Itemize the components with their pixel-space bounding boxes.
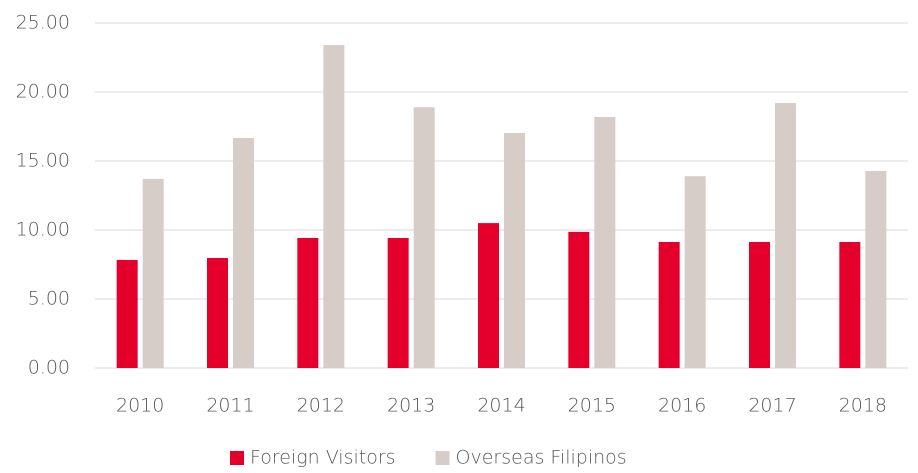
bar <box>478 223 499 368</box>
legend-swatch <box>230 451 244 465</box>
y-tick-label: 15.00 <box>16 150 70 172</box>
legend-label: Overseas Filipinos <box>456 447 627 469</box>
bar <box>142 178 164 368</box>
y-tick-label: 25.00 <box>16 12 70 34</box>
bar <box>207 258 228 368</box>
y-tick-label: 5.00 <box>28 288 70 310</box>
bar <box>233 137 254 368</box>
x-tick-label: 2014 <box>477 395 525 417</box>
bar <box>749 242 770 368</box>
y-tick-label: 0.00 <box>28 357 70 379</box>
y-tick-label: 20.00 <box>16 81 70 103</box>
legend-swatch <box>435 451 450 465</box>
x-tick-label: 2011 <box>206 395 254 417</box>
bar <box>387 238 409 368</box>
x-tick-label: 2018 <box>839 395 887 417</box>
x-tick-label: 2012 <box>297 395 345 417</box>
bar <box>594 116 616 368</box>
x-tick-label: 2015 <box>568 395 616 417</box>
x-tick-label: 2013 <box>387 395 435 417</box>
bar <box>323 45 345 368</box>
bar <box>684 176 706 368</box>
x-tick-label: 2017 <box>748 395 796 417</box>
bar <box>504 132 525 368</box>
x-tick-label: 2016 <box>658 395 706 417</box>
bar <box>865 170 887 368</box>
y-tick-label: 10.00 <box>16 219 70 241</box>
bar <box>297 238 319 368</box>
bar <box>839 242 861 368</box>
bar <box>775 103 796 368</box>
bar <box>116 259 138 368</box>
bar <box>413 107 435 369</box>
bar <box>568 231 590 368</box>
legend-label: Foreign Visitors <box>250 447 396 469</box>
bar <box>658 242 680 368</box>
x-tick-label: 2010 <box>116 395 164 417</box>
